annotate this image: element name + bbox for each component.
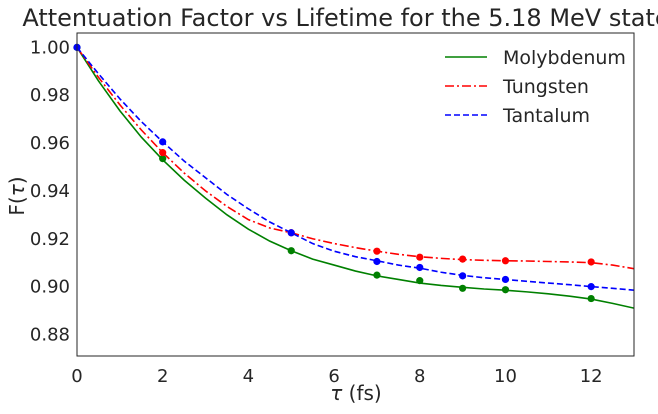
data-point-tantalum [373, 257, 381, 266]
x-tick-label: 8 [414, 366, 425, 387]
x-tick-label: 4 [243, 366, 254, 387]
chart-title: Attentuation Factor vs Lifetime for the … [22, 4, 658, 32]
x-tick-label: 12 [580, 366, 603, 387]
legend-label-tungsten: Tungsten [502, 76, 589, 98]
y-tick-label: 0.94 [30, 181, 70, 202]
y-axis-symbol: τ [5, 183, 29, 196]
legend: Molybdenum Tungsten Tantalum [445, 47, 626, 127]
y-tick-label: 0.90 [30, 277, 70, 298]
y-axis-suffix: ) [5, 176, 29, 184]
data-point-tungsten [159, 149, 167, 157]
data-point-tantalum [459, 272, 467, 280]
data-point-tantalum [159, 138, 167, 146]
y-tick-label: 1.00 [30, 37, 70, 58]
x-tick-label: 10 [494, 366, 517, 387]
data-point-molybdenum [373, 271, 381, 279]
y-axis-label: F(τ) [5, 176, 29, 215]
data-point-tungsten [373, 247, 381, 255]
data-point-tantalum [287, 229, 295, 237]
plot-frame [76, 32, 635, 357]
legend-label-molybdenum: Molybdenum [503, 47, 626, 69]
series-markers [73, 43, 595, 303]
data-point-molybdenum [287, 247, 295, 255]
data-point-tungsten [501, 257, 510, 265]
x-tick-label: 0 [71, 366, 82, 387]
x-axis-label: τ (fs) [330, 381, 381, 405]
plot-area [73, 32, 635, 357]
data-point-tungsten [587, 258, 595, 266]
y-tick-label: 0.92 [30, 229, 70, 250]
series-line-tantalum [77, 46, 634, 291]
data-point-tantalum [501, 275, 510, 284]
x-tick-label: 2 [157, 366, 168, 387]
y-tick-label: 0.88 [30, 324, 70, 345]
data-point-molybdenum [416, 277, 424, 285]
data-point-tantalum [587, 283, 595, 291]
y-tick-label: 0.96 [30, 133, 70, 154]
data-point-tungsten [416, 253, 424, 261]
data-point-tungsten [459, 255, 467, 263]
y-axis-prefix: F( [5, 196, 29, 215]
series-curves [77, 46, 634, 309]
y-axis-ticks: 0.88 0.90 0.92 0.94 0.96 0.98 1.00 [30, 37, 70, 345]
x-tick-label: 6 [328, 366, 339, 387]
data-point-molybdenum [159, 155, 167, 163]
data-point-molybdenum [501, 286, 510, 294]
data-point-tantalum [416, 263, 424, 272]
x-axis-ticks: 0 2 4 6 8 10 12 [71, 366, 602, 387]
x-axis-symbol: τ [330, 381, 343, 405]
data-point-molybdenum [459, 284, 467, 292]
y-tick-label: 0.98 [30, 85, 70, 106]
data-point-molybdenum [587, 294, 595, 303]
series-line-molybdenum [77, 46, 634, 309]
x-axis-unit: (fs) [342, 381, 381, 405]
legend-label-tantalum: Tantalum [502, 105, 590, 127]
